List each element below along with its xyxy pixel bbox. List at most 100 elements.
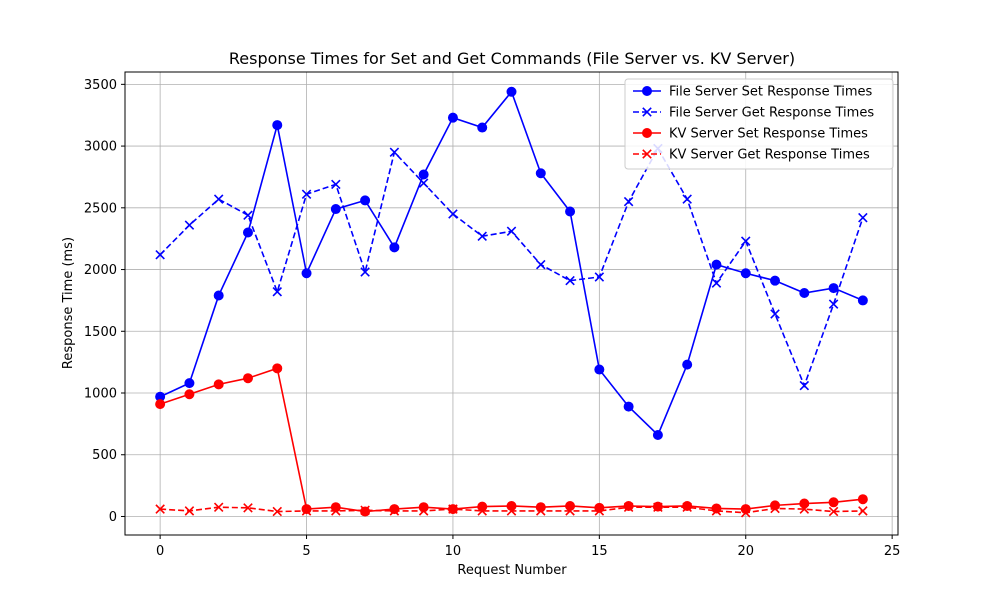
data-point bbox=[155, 249, 165, 260]
data-point bbox=[331, 179, 341, 190]
data-point bbox=[623, 500, 634, 511]
data-point bbox=[184, 378, 195, 389]
data-point bbox=[535, 168, 546, 179]
data-point bbox=[447, 112, 458, 123]
data-point bbox=[565, 500, 576, 511]
data-point bbox=[418, 169, 429, 180]
data-point bbox=[213, 194, 224, 204]
legend-entry: KV Server Get Response Times bbox=[633, 148, 870, 163]
data-point bbox=[682, 502, 692, 512]
data-point bbox=[242, 227, 253, 238]
data-point bbox=[301, 268, 312, 279]
data-point bbox=[272, 506, 283, 517]
data-point bbox=[711, 506, 722, 516]
data-point bbox=[623, 502, 634, 512]
data-point bbox=[565, 275, 575, 286]
data-point bbox=[389, 147, 400, 158]
data-point bbox=[858, 506, 868, 516]
data-point bbox=[155, 399, 166, 410]
data-point bbox=[623, 196, 634, 207]
data-point bbox=[477, 231, 487, 241]
data-point bbox=[740, 508, 751, 518]
series-2 bbox=[155, 143, 868, 391]
chart-title: Response Times for Set and Get Commands … bbox=[229, 49, 795, 68]
series-4 bbox=[155, 502, 868, 518]
data-point bbox=[536, 259, 546, 270]
y-tick-label: 2500 bbox=[84, 201, 117, 216]
legend-marker bbox=[642, 128, 652, 138]
grid bbox=[125, 72, 898, 535]
data-point bbox=[682, 500, 693, 511]
data-point bbox=[477, 501, 488, 512]
data-point bbox=[682, 359, 693, 370]
data-point bbox=[418, 506, 429, 516]
legend-marker bbox=[642, 86, 652, 96]
data-point bbox=[652, 429, 663, 440]
data-point bbox=[360, 195, 371, 206]
data-point bbox=[506, 500, 517, 511]
data-point bbox=[740, 268, 751, 279]
data-point bbox=[828, 299, 839, 309]
data-point bbox=[360, 506, 371, 517]
data-point bbox=[243, 210, 253, 220]
legend-entry: File Server Set Response Times bbox=[633, 85, 873, 100]
x-axis-ticks: 0 5 10 15 20 25 bbox=[156, 535, 900, 559]
legend-label: File Server Get Response Times bbox=[669, 106, 874, 121]
data-point bbox=[799, 380, 810, 391]
data-point bbox=[418, 178, 429, 188]
data-point bbox=[770, 500, 781, 511]
data-point bbox=[272, 120, 283, 131]
data-point bbox=[770, 275, 781, 286]
data-point bbox=[506, 506, 517, 516]
data-point bbox=[799, 504, 810, 514]
data-point bbox=[770, 309, 780, 319]
y-tick-label: 500 bbox=[92, 448, 117, 463]
data-point bbox=[828, 497, 839, 508]
legend-box bbox=[624, 78, 894, 170]
x-axis-label: Request Number bbox=[457, 563, 567, 578]
data-point bbox=[360, 267, 370, 277]
data-point bbox=[242, 373, 253, 384]
legend-marker bbox=[642, 107, 652, 117]
data-point bbox=[711, 278, 722, 288]
data-point bbox=[213, 379, 224, 390]
data-point bbox=[243, 503, 253, 513]
series-1 bbox=[155, 86, 868, 440]
data-point bbox=[799, 288, 810, 299]
data-point bbox=[682, 194, 692, 204]
data-point bbox=[448, 209, 458, 219]
data-point bbox=[565, 506, 575, 516]
data-point bbox=[389, 504, 400, 515]
y-axis-label: Response Time (ms) bbox=[61, 237, 76, 369]
data-point bbox=[594, 364, 605, 375]
data-point bbox=[330, 204, 341, 215]
series-3 bbox=[155, 363, 868, 517]
data-point bbox=[184, 389, 195, 400]
y-tick-label: 3500 bbox=[84, 78, 117, 93]
data-point bbox=[301, 189, 312, 199]
data-point bbox=[506, 86, 517, 97]
data-point bbox=[213, 290, 224, 301]
data-point bbox=[301, 504, 312, 515]
data-point bbox=[565, 206, 576, 217]
data-point bbox=[389, 242, 400, 253]
y-tick-label: 0 bbox=[109, 510, 117, 525]
legend-label: KV Server Get Response Times bbox=[669, 148, 870, 163]
x-tick-label: 25 bbox=[884, 544, 901, 559]
data-point bbox=[184, 506, 195, 516]
legend-entry: File Server Get Response Times bbox=[633, 106, 874, 121]
data-point bbox=[828, 283, 839, 294]
data-point bbox=[536, 506, 546, 516]
x-tick-label: 0 bbox=[156, 544, 164, 559]
data-point bbox=[506, 226, 517, 237]
y-axis-ticks: 0 500 1000 1500 2000 2500 3000 3500 bbox=[84, 78, 125, 525]
plot-frame bbox=[124, 71, 899, 536]
data-point bbox=[272, 363, 283, 374]
data-point bbox=[213, 502, 224, 512]
data-point bbox=[828, 506, 839, 517]
data-point bbox=[272, 287, 283, 297]
y-tick-label: 1000 bbox=[84, 387, 117, 402]
data-point bbox=[857, 494, 868, 505]
legend-label: File Server Set Response Times bbox=[669, 85, 873, 100]
